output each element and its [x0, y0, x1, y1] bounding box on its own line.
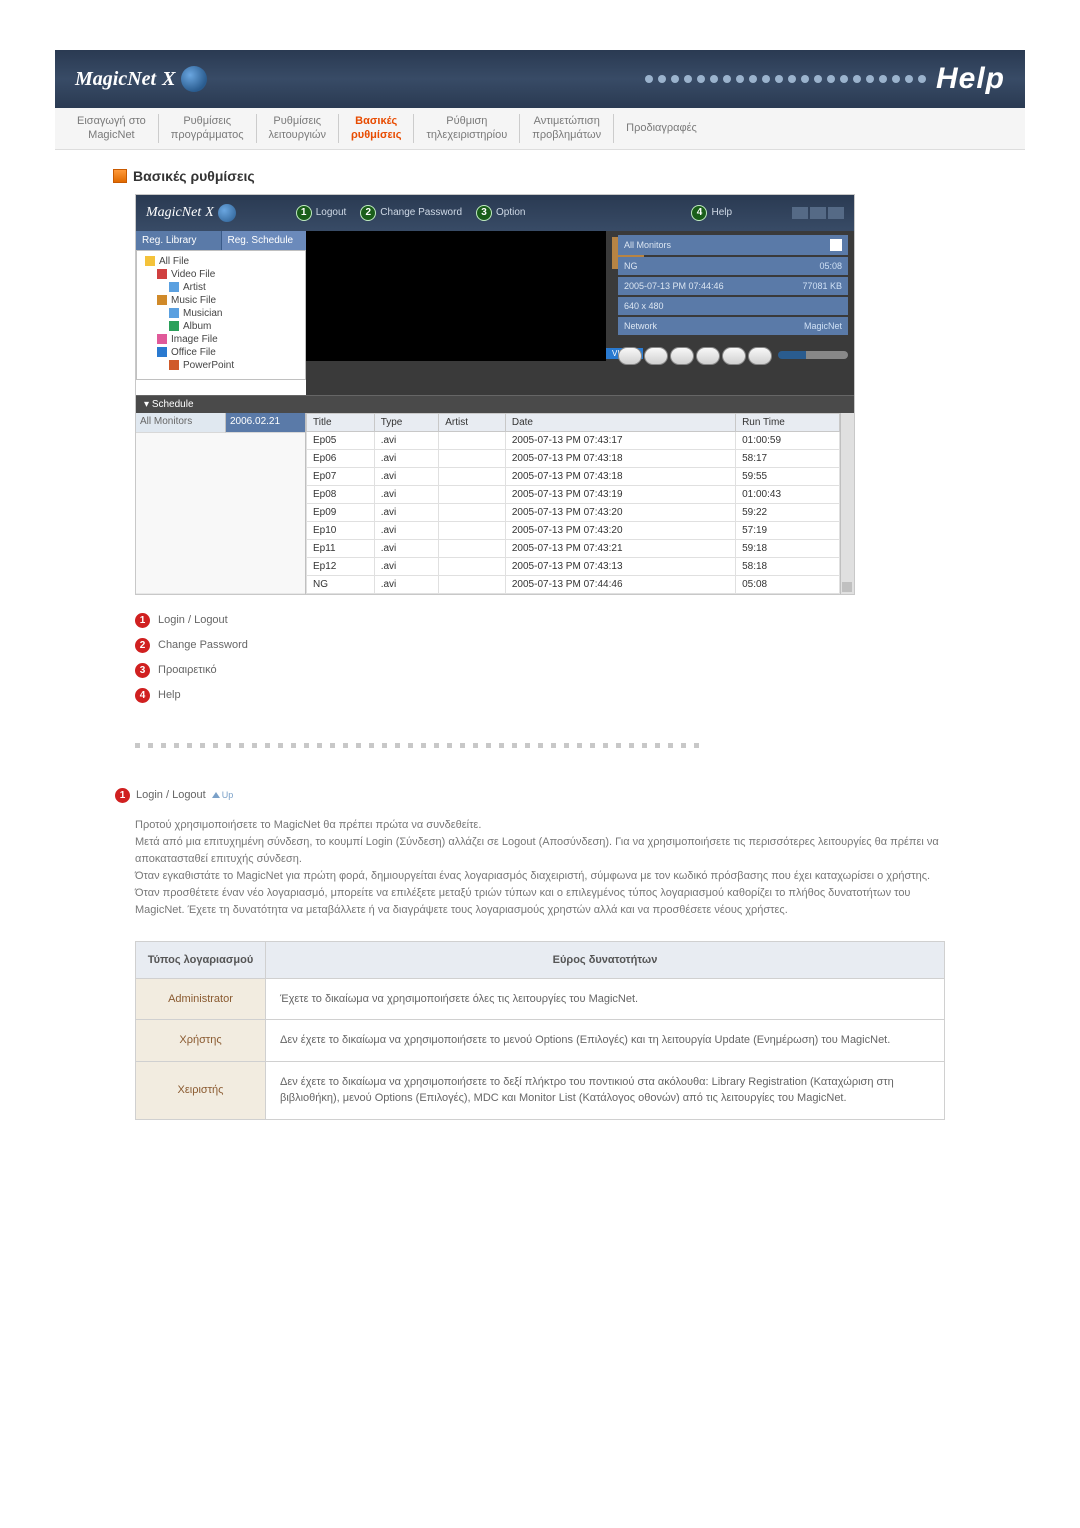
tree-tabs[interactable]: Reg. Library Reg. Schedule — [136, 231, 306, 250]
brand-logo: MagicNet X — [75, 66, 207, 92]
file-tree[interactable]: All FileVideo FileArtistMusic FileMusici… — [136, 250, 306, 380]
table-row[interactable]: Ep10.avi2005-07-13 PM 07:43:2057:19 — [307, 521, 840, 539]
toolbar-help[interactable]: 4Help — [685, 205, 738, 221]
toolbar-option[interactable]: 3Option — [470, 205, 531, 221]
preview-panel: VIDEO All Monitors NG05:08 2005-07-13 PM… — [306, 231, 854, 395]
acct-type: Χρήστης — [136, 1020, 266, 1062]
legend-item: 4Help — [135, 688, 1025, 703]
grid-col-header[interactable]: Type — [374, 413, 439, 431]
schedule-left: All Monitors 2006.02.21 — [136, 413, 306, 594]
up-arrow-icon — [212, 792, 220, 798]
account-table: Τύπος λογαριασμούΕύρος δυνατοτήτωνAdmini… — [135, 941, 945, 1120]
table-row[interactable]: Ep05.avi2005-07-13 PM 07:43:1701:00:59 — [307, 431, 840, 449]
app-header: MagicNet X 1Logout2Change Password3Optio… — [136, 195, 854, 231]
acct-desc: Δεν έχετε το δικαίωμα να χρησιμοποιήσετε… — [266, 1061, 945, 1119]
grid-col-header[interactable]: Artist — [439, 413, 506, 431]
tab-reg-schedule[interactable]: Reg. Schedule — [222, 231, 307, 250]
legend-item: 2Change Password — [135, 638, 1025, 653]
acct-col-1: Τύπος λογαριασμού — [136, 941, 266, 978]
sub-title: Login / Logout — [136, 789, 206, 801]
nav-item[interactable]: Βασικέςρυθμίσεις — [339, 114, 414, 143]
app-brand: MagicNet X — [146, 204, 236, 222]
toolbar-change-password[interactable]: 2Change Password — [354, 205, 468, 221]
grid-col-header[interactable]: Date — [505, 413, 735, 431]
window-controls[interactable] — [792, 207, 844, 219]
nav-item[interactable]: Εισαγωγή στοMagicNet — [65, 114, 159, 143]
app-swirl-icon — [218, 204, 236, 222]
video-preview — [306, 231, 606, 361]
table-row: ΧειριστήςΔεν έχετε το δικαίωμα να χρησιμ… — [136, 1061, 945, 1119]
volume-slider[interactable] — [778, 351, 848, 359]
tree-item[interactable]: Image File — [139, 333, 303, 346]
tree-item[interactable]: Video File — [139, 268, 303, 281]
description-paragraph: Προτού χρησιμοποιήσετε το MagicNet θα πρ… — [135, 817, 945, 919]
table-row[interactable]: Ep08.avi2005-07-13 PM 07:43:1901:00:43 — [307, 485, 840, 503]
table-row: AdministratorΈχετε το δικαίωμα να χρησιμ… — [136, 978, 945, 1020]
tree-item[interactable]: Music File — [139, 294, 303, 307]
brand-text-a: MagicNet — [75, 68, 156, 91]
tab-reg-library[interactable]: Reg. Library — [136, 231, 222, 250]
legend: 1Login / Logout 2Change Password 3Προαιρετ… — [135, 613, 1025, 703]
legend-item: 1Login / Logout — [135, 613, 1025, 628]
schedule-monitor-label: All Monitors — [136, 413, 226, 433]
grid-scrollbar[interactable] — [840, 413, 854, 594]
separator-dots — [135, 743, 945, 748]
schedule-bar[interactable]: ▾ Schedule — [136, 395, 854, 413]
dot-row — [645, 75, 926, 83]
brand-text-b: X — [162, 68, 175, 91]
toolbar-logout[interactable]: 1Logout — [290, 205, 353, 221]
section-icon — [113, 169, 127, 183]
acct-desc: Έχετε το δικαίωμα να χρησιμοποιήσετε όλε… — [266, 978, 945, 1020]
banner: MagicNet X Help — [55, 50, 1025, 108]
acct-type: Administrator — [136, 978, 266, 1020]
app-toolbar: 1Logout2Change Password3Option 4Help — [290, 205, 738, 221]
section-title: Βασικές ρυθμίσεις — [113, 168, 1025, 184]
table-row[interactable]: Ep09.avi2005-07-13 PM 07:43:2059:22 — [307, 503, 840, 521]
grid-col-header[interactable]: Run Time — [736, 413, 840, 431]
table-row[interactable]: Ep11.avi2005-07-13 PM 07:43:2159:18 — [307, 539, 840, 557]
preview-info: All Monitors NG05:08 2005-07-13 PM 07:44… — [618, 235, 848, 365]
legend-item: 3Προαιρετικό — [135, 663, 1025, 678]
tree-item[interactable]: Artist — [139, 281, 303, 294]
playback-controls[interactable] — [618, 347, 772, 365]
screenshot-mock: MagicNet X 1Logout2Change Password3Optio… — [135, 194, 855, 595]
grid-col-header[interactable]: Title — [307, 413, 375, 431]
banner-right: Help — [645, 62, 1005, 96]
tree-item[interactable]: Musician — [139, 307, 303, 320]
sub-num-icon: 1 — [115, 788, 130, 803]
table-row[interactable]: NG.avi2005-07-13 PM 07:44:4605:08 — [307, 575, 840, 593]
tree-item[interactable]: Office File — [139, 346, 303, 359]
tree-item[interactable]: PowerPoint — [139, 359, 303, 372]
up-link[interactable]: Up — [212, 790, 234, 800]
table-row[interactable]: Ep12.avi2005-07-13 PM 07:43:1358:18 — [307, 557, 840, 575]
nav-item[interactable]: Ρύθμισητηλεχειριστηρίου — [414, 114, 520, 143]
nav-item[interactable]: Ρυθμίσειςλειτουργιών — [257, 114, 339, 143]
table-row[interactable]: Ep07.avi2005-07-13 PM 07:43:1859:55 — [307, 467, 840, 485]
expand-icon[interactable] — [830, 239, 842, 251]
top-nav: Εισαγωγή στοMagicNetΡυθμίσειςπρογράμματο… — [55, 108, 1025, 150]
tree-item[interactable]: Album — [139, 320, 303, 333]
brand-swirl-icon — [181, 66, 207, 92]
help-title: Help — [936, 62, 1005, 96]
table-row[interactable]: Ep06.avi2005-07-13 PM 07:43:1858:17 — [307, 449, 840, 467]
schedule-date[interactable]: 2006.02.21 — [226, 413, 305, 433]
nav-item[interactable]: Αντιμετώπισηπροβλημάτων — [520, 114, 614, 143]
acct-desc: Δεν έχετε το δικαίωμα να χρησιμοποιήσετε… — [266, 1020, 945, 1062]
nav-item[interactable]: Ρυθμίσειςπρογράμματος — [159, 114, 257, 143]
tree-item[interactable]: All File — [139, 255, 303, 268]
acct-col-2: Εύρος δυνατοτήτων — [266, 941, 945, 978]
nav-item[interactable]: Προδιαγραφές — [614, 121, 709, 135]
section-title-text: Βασικές ρυθμίσεις — [133, 168, 255, 184]
subsection-header: 1 Login / Logout Up — [115, 788, 1025, 803]
table-row: ΧρήστηςΔεν έχετε το δικαίωμα να χρησιμοπ… — [136, 1020, 945, 1062]
file-grid[interactable]: TitleTypeArtistDateRun TimeEp05.avi2005-… — [306, 413, 840, 594]
acct-type: Χειριστής — [136, 1061, 266, 1119]
tree-column: Reg. Library Reg. Schedule All FileVideo… — [136, 231, 306, 395]
